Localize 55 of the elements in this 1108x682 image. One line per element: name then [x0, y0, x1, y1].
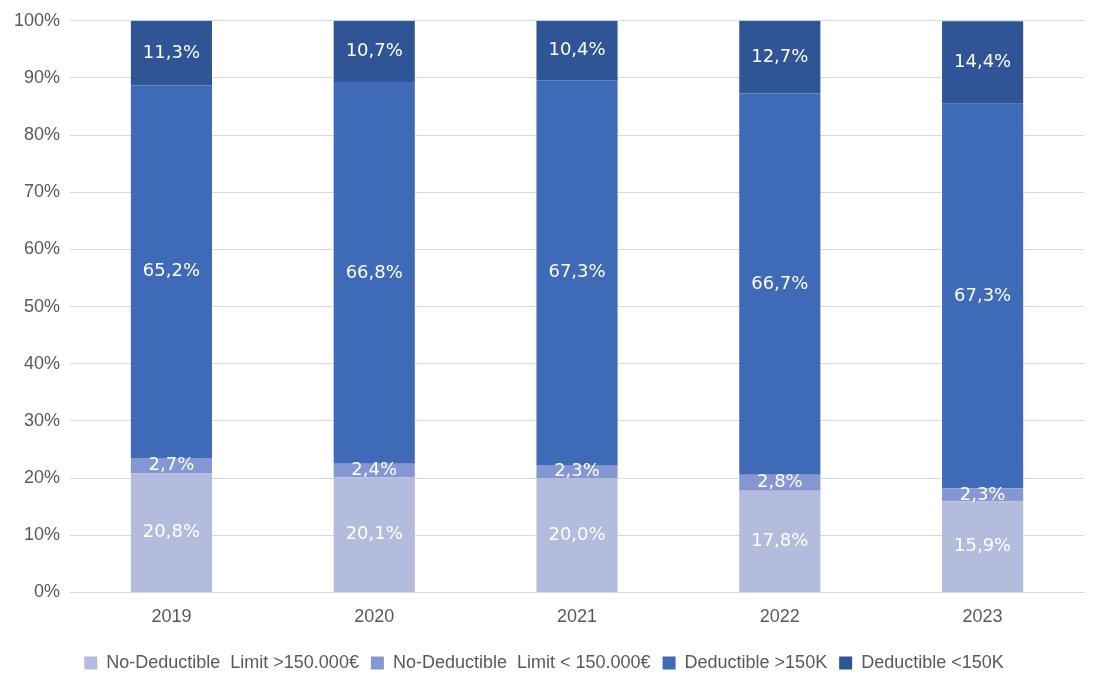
x-tick-label: 2019: [151, 606, 192, 627]
y-tick-label: 70%: [24, 181, 61, 202]
data-label: 66,7%: [751, 271, 809, 293]
y-tick-label: 40%: [24, 352, 61, 373]
x-tick-label: 2021: [557, 606, 598, 627]
bar: [130, 85, 212, 459]
bar: [536, 478, 618, 592]
bar: [739, 93, 821, 475]
bar: [130, 473, 212, 592]
bar: [942, 103, 1024, 489]
x-tick-label: 2023: [962, 606, 1003, 627]
bar: [130, 20, 212, 86]
data-label: 2,3%: [554, 459, 600, 481]
data-label: 14,4%: [954, 50, 1012, 72]
data-label: 66,8%: [345, 260, 403, 282]
data-label: 65,2%: [142, 259, 201, 281]
legend-label: No-Deductible Limit < 150.000€: [392, 651, 651, 672]
data-label: 11,3%: [142, 40, 201, 62]
data-label: 15,9%: [954, 534, 1012, 556]
y-tick-label: 90%: [24, 66, 61, 87]
y-tick-label: 50%: [24, 295, 61, 316]
data-label: 17,8%: [751, 528, 809, 550]
y-tick-label: 80%: [24, 124, 61, 145]
data-label: 20,8%: [142, 520, 201, 542]
y-tick-label: 100%: [13, 9, 61, 30]
data-label: 67,3%: [954, 283, 1012, 305]
y-tick-label: 10%: [24, 524, 61, 545]
y-tick-label: 60%: [24, 238, 61, 259]
bar: [333, 477, 415, 592]
data-label: 20,1%: [345, 522, 403, 544]
data-label: 2,3%: [959, 482, 1006, 504]
y-tick-label: 0%: [34, 581, 61, 602]
bar: [333, 20, 415, 82]
data-label: 2,7%: [148, 453, 195, 475]
x-tick-label: 2020: [354, 606, 395, 627]
bar: [333, 81, 415, 464]
x-tick-label: 2022: [759, 606, 800, 627]
data-label: 10,7%: [345, 39, 403, 61]
bar: [942, 21, 1024, 104]
bar: [739, 490, 821, 592]
data-label: 67,3%: [548, 260, 606, 282]
y-tick-label: 20%: [24, 467, 61, 488]
data-label: 20,0%: [548, 522, 606, 544]
data-label: 2,8%: [756, 470, 803, 492]
legend-label: Deductible <150K: [861, 651, 1004, 672]
bar: [739, 20, 821, 94]
bar: [942, 501, 1024, 592]
legend-label: No-Deductible Limit >150.000€: [106, 651, 359, 672]
data-label: 10,4%: [548, 38, 606, 60]
legend-label: Deductible >150K: [684, 651, 828, 672]
y-tick-label: 30%: [24, 409, 61, 430]
data-label: 12,7%: [751, 44, 809, 66]
data-label: 2,4%: [351, 458, 398, 480]
bar: [536, 80, 618, 465]
bar: [536, 20, 618, 81]
